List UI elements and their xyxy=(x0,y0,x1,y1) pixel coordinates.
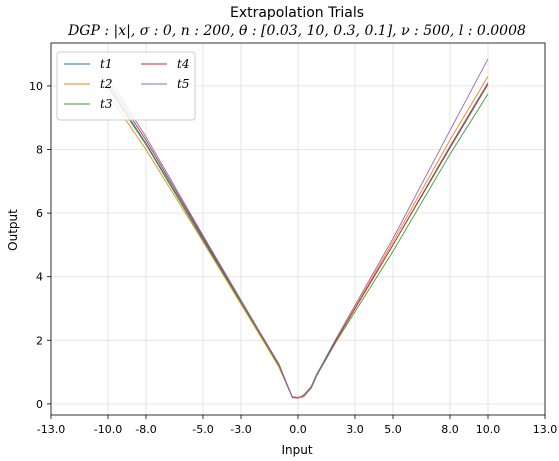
y-tick-label: 8 xyxy=(36,144,43,157)
legend-label-t3: t3 xyxy=(100,97,113,111)
legend-box xyxy=(56,51,196,121)
legend-label-t1: t1 xyxy=(100,57,112,71)
x-tick-label: 8.0 xyxy=(441,423,459,436)
legend-label-t5: t5 xyxy=(177,77,189,91)
chart-title: Extrapolation Trials xyxy=(230,5,364,21)
x-tick-label: -3.0 xyxy=(230,423,251,436)
x-tick-label: 3.0 xyxy=(346,423,364,436)
y-tick-label: 6 xyxy=(36,207,43,220)
x-tick-label: -10.0 xyxy=(94,423,122,436)
x-tick-label: -13.0 xyxy=(37,423,65,436)
series-line-t2 xyxy=(107,76,489,399)
y-tick-label: 2 xyxy=(36,334,43,347)
x-axis-label: Input xyxy=(281,443,312,457)
series-line-t5 xyxy=(107,58,489,398)
y-axis-label: Output xyxy=(6,209,20,251)
x-axis-ticks: -13.0 -10.0 -8.0 -5.0 -3.0 0.0 3.0 5.0 8.0 10.0 13… xyxy=(37,415,557,436)
x-tick-label: 10.0 xyxy=(476,423,501,436)
x-tick-label: 5.0 xyxy=(384,423,402,436)
legend-label-t4: t4 xyxy=(177,57,189,71)
y-axis-ticks: 0 2 4 6 8 10 xyxy=(29,80,51,411)
y-tick-label: 10 xyxy=(29,80,43,93)
y-tick-label: 4 xyxy=(36,271,43,284)
chart-subtitle: DGP : |x|, σ : 0, n : 200, θ : [0.03, 10… xyxy=(67,23,526,39)
legend-label-t2: t2 xyxy=(100,77,112,91)
x-tick-label: -5.0 xyxy=(192,423,213,436)
x-tick-label: 0.0 xyxy=(289,423,307,436)
legend: t1 t2 t3 t4 t5 xyxy=(56,51,196,121)
x-tick-label: -8.0 xyxy=(135,423,156,436)
x-tick-label: 13.0 xyxy=(533,423,558,436)
series-lines xyxy=(107,58,489,399)
y-tick-label: 0 xyxy=(36,398,43,411)
